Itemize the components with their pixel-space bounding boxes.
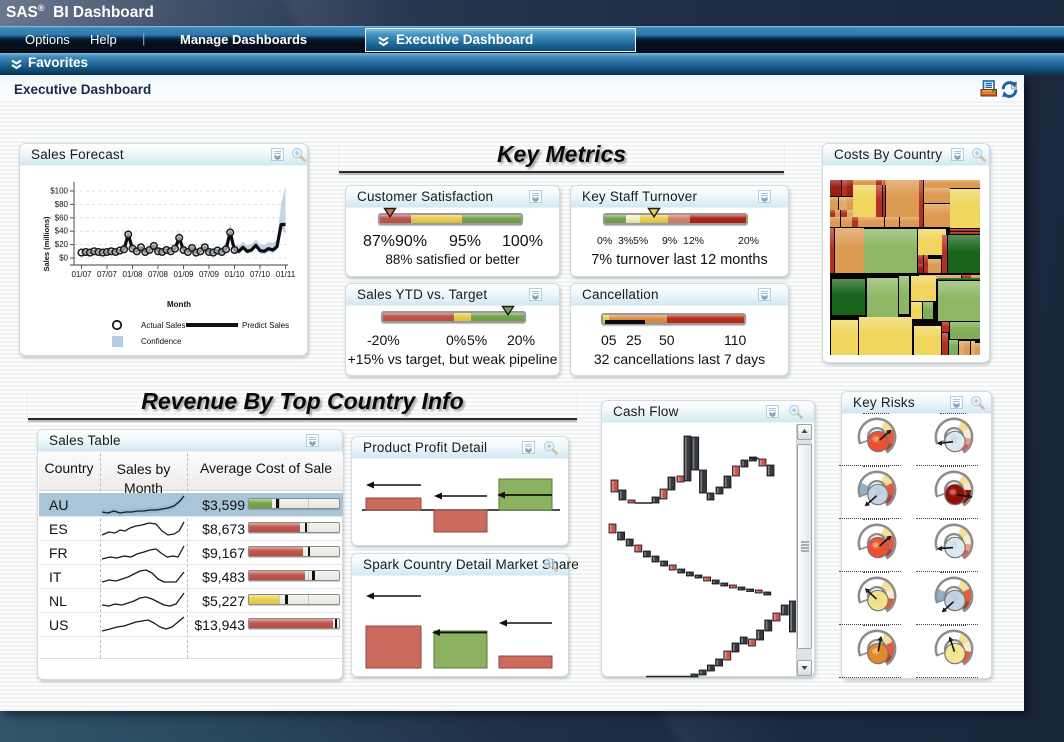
svg-text:07/09: 07/09 bbox=[199, 270, 220, 279]
svg-text:Sales (millions): Sales (millions) bbox=[42, 216, 51, 272]
svg-text:07/07: 07/07 bbox=[97, 270, 118, 279]
svg-text:$80: $80 bbox=[55, 200, 69, 209]
svg-text:01/11: 01/11 bbox=[276, 270, 296, 279]
svg-text:01/10: 01/10 bbox=[224, 270, 245, 279]
svg-text:$40: $40 bbox=[55, 227, 69, 236]
svg-text:$60: $60 bbox=[55, 213, 69, 222]
svg-text:07/10: 07/10 bbox=[250, 270, 271, 279]
svg-text:Predict Sales: Predict Sales bbox=[242, 321, 289, 330]
svg-text:Confidence: Confidence bbox=[141, 337, 182, 346]
svg-text:01/07: 01/07 bbox=[71, 270, 92, 279]
svg-text:$100: $100 bbox=[50, 187, 68, 196]
svg-text:01/09: 01/09 bbox=[173, 270, 194, 279]
svg-text:07/08: 07/08 bbox=[148, 270, 169, 279]
svg-text:$20: $20 bbox=[55, 240, 69, 249]
svg-text:01/08: 01/08 bbox=[122, 270, 143, 279]
svg-text:Actual Sales: Actual Sales bbox=[141, 321, 185, 330]
svg-text:$0: $0 bbox=[59, 254, 68, 263]
svg-text:Month: Month bbox=[167, 300, 191, 309]
